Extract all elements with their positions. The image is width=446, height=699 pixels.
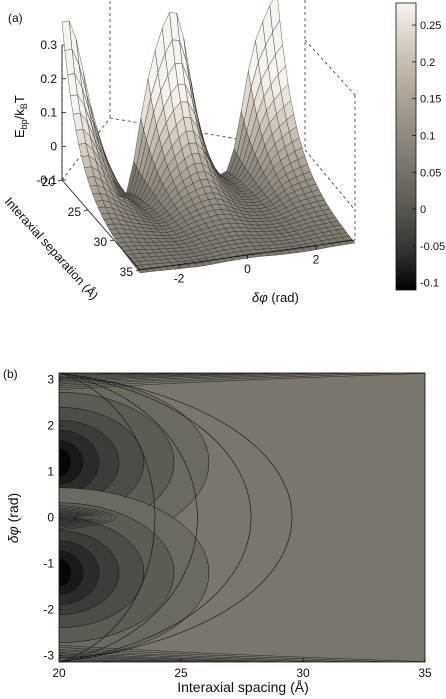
contour-level [59, 448, 72, 477]
panel-b-label: (b) [3, 367, 18, 381]
contour-line [59, 650, 324, 662]
contour-y-axis: 3 2 1 0 -1 -2 -3 [43, 372, 63, 663]
y-axis: 20 25 30 35 [42, 175, 141, 279]
y-tick [135, 269, 141, 272]
y-tick-label: 20 [42, 175, 56, 189]
contour-y-tick-label: 2 [47, 418, 54, 432]
surface-patch [269, 0, 280, 33]
contour-y-tick-label: 3 [47, 372, 54, 386]
z-tick-label: 0.1 [40, 106, 57, 120]
contour-line [59, 507, 107, 528]
contour-arc [59, 373, 156, 662]
colorbar-tick-label: -0.1 [420, 278, 439, 290]
contour-line [59, 373, 396, 389]
contour-line [59, 373, 356, 387]
x-tick-label: 2 [313, 252, 320, 266]
contour-lines [59, 373, 425, 662]
x-axis: -2 0 2 [139, 239, 356, 286]
contour-y-axis-label: δφ (rad) [5, 493, 21, 543]
surface-mesh [61, 0, 356, 274]
y-tick [83, 209, 89, 212]
contour-y-tick-label: -2 [43, 603, 54, 617]
contour-line [59, 373, 425, 391]
z-tick-label: 0.2 [40, 72, 57, 86]
colorbar-tick-label: 0.15 [420, 94, 441, 106]
y-tick [109, 239, 115, 242]
contour-line [59, 653, 268, 662]
contour-x-axis-label: Interaxial spacing (Å) [177, 679, 309, 695]
contour-x-tick-label: 25 [174, 666, 188, 680]
contour-line [59, 373, 220, 380]
contour-line [59, 655, 220, 662]
contour-y-tick-label: 0 [47, 511, 54, 525]
contour-line [59, 652, 292, 662]
contour-arc [59, 373, 252, 662]
contour-line [59, 373, 324, 385]
panel-a-label: (a) [8, 11, 23, 25]
contour-line [59, 373, 244, 381]
colorbar-tick-label: 0 [420, 204, 426, 216]
contour-panel: (b) 20 25 30 35 3 2 1 0 -1 -2 -3 Interaxial spaci… [3, 367, 432, 695]
contour-line [59, 646, 396, 662]
contour-y-tick-label: -3 [43, 649, 54, 663]
contour-line [59, 648, 356, 662]
y-tick [57, 179, 63, 182]
contour-line [59, 511, 93, 524]
colorbar-tick-label: 0.05 [420, 167, 441, 179]
contour-level [59, 558, 72, 587]
x-tick-label: -2 [174, 272, 185, 286]
contour-arc [59, 373, 292, 662]
x-axis-label: δφ (rad) [252, 290, 299, 305]
z-tick-label: 0.3 [40, 38, 57, 52]
z-tick-label: 0 [50, 139, 57, 153]
colorbar-tick-label: 0.2 [420, 57, 435, 69]
contour-x-tick-label: 35 [418, 666, 432, 680]
contour-x-axis: 20 25 30 35 [52, 658, 432, 680]
z-axis: 0.3 0.2 0.1 0 -0.1 [36, 38, 66, 187]
colorbar-tick-label: 0.1 [420, 130, 435, 142]
contour-line [59, 654, 244, 662]
y-tick-label: 35 [120, 265, 134, 279]
z-axis-label: Ebp/kBT [12, 95, 29, 138]
contour-line [59, 516, 78, 519]
contour-line [59, 373, 292, 383]
contour-line [59, 373, 196, 379]
contour-y-tick-label: -1 [43, 557, 54, 571]
y-tick-label: 25 [68, 205, 82, 219]
y-tick-label: 30 [94, 235, 108, 249]
contour-line [59, 515, 81, 520]
contour-x-tick-label: 20 [52, 666, 66, 680]
contour-line [59, 656, 196, 662]
contour-line [59, 373, 268, 382]
colorbar: 0.25 0.2 0.15 0.1 0.05 0 -0.05 -0.1 [395, 2, 445, 291]
x-tick-label: 0 [244, 262, 251, 276]
contour-line [59, 644, 425, 662]
contour-line [59, 512, 90, 523]
contour-x-tick-label: 30 [296, 666, 310, 680]
z-tick-label: -0.1 [36, 173, 57, 187]
colorbar-tick-label: -0.05 [420, 241, 445, 253]
surface-panel: (a) 0.3 0.2 0.1 0 -0.1 20 25 30 35 -2 0 2 [2, 0, 445, 305]
colorbar-tick-label: 0.25 [420, 20, 441, 32]
contour-y-tick-label: 1 [47, 464, 54, 478]
